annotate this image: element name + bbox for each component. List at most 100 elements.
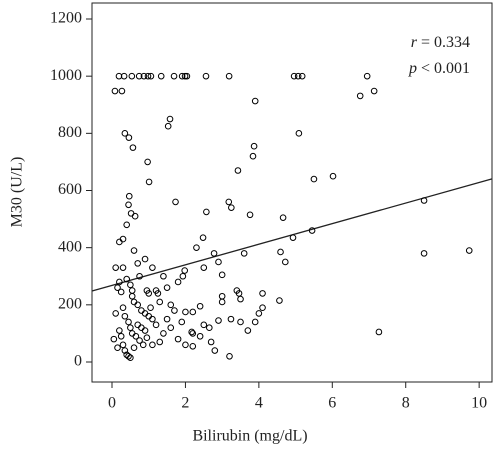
- point: [156, 338, 164, 346]
- point: [244, 327, 252, 334]
- point: [189, 330, 197, 337]
- point: [167, 301, 175, 309]
- point: [145, 312, 153, 320]
- point: [152, 321, 160, 329]
- point: [127, 324, 134, 331]
- y-tick-label: 400: [58, 238, 82, 255]
- point: [127, 210, 135, 217]
- point: [127, 281, 134, 289]
- point: [226, 352, 233, 360]
- point: [251, 97, 259, 105]
- point: [225, 72, 233, 80]
- point: [202, 72, 210, 80]
- point: [228, 204, 235, 211]
- point: [144, 72, 152, 80]
- point: [121, 347, 129, 354]
- point: [149, 341, 156, 349]
- point: [249, 152, 257, 160]
- point: [181, 72, 189, 80]
- point: [218, 292, 226, 300]
- point: [167, 324, 175, 331]
- point: [121, 312, 129, 320]
- point: [139, 341, 147, 349]
- x-tick-label: 8: [402, 395, 410, 412]
- point: [251, 318, 259, 326]
- point: [207, 338, 215, 346]
- point: [203, 208, 210, 216]
- point: [127, 354, 134, 362]
- point: [196, 332, 204, 340]
- point: [116, 238, 123, 246]
- point: [120, 72, 128, 80]
- point: [123, 275, 130, 283]
- point: [200, 321, 208, 329]
- point: [136, 337, 143, 344]
- point: [420, 197, 428, 204]
- point: [279, 214, 287, 221]
- point: [290, 72, 298, 80]
- point: [163, 284, 171, 291]
- point: [255, 310, 263, 317]
- point: [140, 72, 148, 80]
- point: [114, 284, 121, 291]
- point: [141, 310, 149, 317]
- point: [149, 264, 156, 271]
- point: [363, 72, 371, 80]
- y-tick-label: 1200: [50, 10, 82, 27]
- point: [200, 264, 208, 271]
- point: [277, 248, 284, 256]
- point: [281, 258, 289, 266]
- point: [182, 308, 189, 316]
- annotation: p < 0.001: [408, 60, 470, 77]
- point: [135, 72, 143, 80]
- point: [125, 352, 132, 360]
- point: [128, 330, 136, 337]
- point: [240, 250, 248, 257]
- point: [125, 192, 133, 200]
- point: [143, 334, 151, 341]
- point: [356, 92, 364, 100]
- point: [193, 244, 200, 251]
- point: [206, 324, 213, 331]
- point: [329, 172, 337, 180]
- point: [121, 130, 129, 137]
- point: [234, 167, 242, 174]
- point: [237, 318, 244, 326]
- y-tick-label: 600: [58, 181, 82, 198]
- point: [259, 290, 266, 297]
- point: [112, 310, 119, 317]
- point: [132, 332, 140, 340]
- point: [225, 198, 233, 206]
- point: [182, 341, 189, 349]
- point: [144, 158, 151, 166]
- point: [295, 130, 303, 137]
- point: [157, 72, 165, 80]
- x-tick-label: 4: [255, 395, 263, 412]
- point: [134, 260, 142, 267]
- point: [164, 122, 172, 130]
- point: [196, 302, 204, 310]
- point: [188, 328, 195, 336]
- point: [116, 278, 123, 286]
- point: [215, 258, 222, 266]
- point: [149, 315, 156, 323]
- point: [110, 335, 118, 343]
- point: [370, 87, 378, 95]
- point: [218, 298, 226, 306]
- point: [130, 344, 138, 352]
- point: [114, 344, 121, 352]
- point: [259, 304, 266, 311]
- annotation: r = 0.334: [411, 34, 470, 51]
- point: [174, 335, 182, 343]
- point: [246, 211, 254, 219]
- point: [143, 287, 151, 294]
- point: [465, 247, 473, 254]
- plot-frame: [91, 2, 493, 383]
- point: [118, 87, 126, 95]
- point: [298, 72, 306, 80]
- point: [119, 304, 127, 311]
- y-tick-label: 800: [58, 124, 82, 141]
- point: [154, 290, 162, 297]
- point: [172, 198, 179, 206]
- point: [166, 115, 174, 123]
